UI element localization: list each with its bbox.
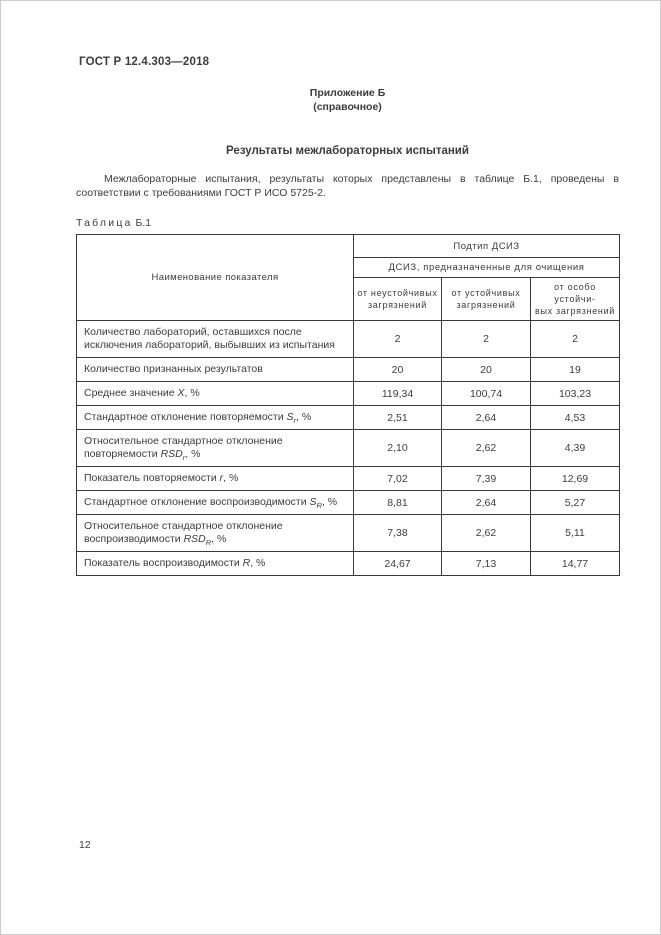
- doc-code: ГОСТ Р 12.4.303—2018: [79, 56, 210, 68]
- row-value: 20: [441, 357, 531, 382]
- row-label: Количество лабораторий, оставшихся после…: [76, 320, 354, 358]
- table-row: Количество лабораторий, оставшихся после…: [76, 320, 621, 358]
- row-value: 14,77: [529, 551, 621, 576]
- page-number: 12: [79, 839, 91, 851]
- group-header: Подтип ДСИЗ: [352, 234, 621, 258]
- row-value: 19: [529, 357, 621, 382]
- row-label: Стандартное отклонение воспроизводимости…: [76, 490, 354, 515]
- row-label: Показатель воспроизводимости R, %: [76, 551, 354, 576]
- row-value: 7,02: [353, 466, 442, 491]
- results-table: Наименование показателя Подтип ДСИЗ ДСИЗ…: [76, 234, 621, 576]
- row-label: Стандартное отклонение повторяемости Sr,…: [76, 405, 354, 430]
- appendix-block: Приложение Б (справочное): [76, 86, 619, 114]
- row-value: 100,74: [441, 381, 531, 406]
- row-value: 2,62: [441, 514, 531, 552]
- row-label: Показатель повторяемости r, %: [76, 466, 354, 491]
- column-header-extra-stable: от особо устойчи- вых загрязнений: [529, 277, 621, 321]
- column-header-unstable: от неустойчивых загрязнений: [353, 277, 442, 321]
- table-row: Стандартное отклонение воспроизводимости…: [76, 490, 621, 515]
- row-value: 20: [353, 357, 442, 382]
- row-label: Относительное стандартное отклонение пов…: [76, 429, 354, 467]
- row-value: 4,53: [529, 405, 621, 430]
- row-value: 2: [353, 320, 442, 358]
- row-value: 2,62: [441, 429, 531, 467]
- table-row: Относительное стандартное отклонение вос…: [76, 514, 621, 552]
- section-title: Результаты межлабораторных испытаний: [226, 145, 469, 157]
- table-caption-word: Таблица: [76, 217, 133, 229]
- subgroup-header: ДСИЗ, предназначенные для очищения: [352, 257, 621, 278]
- table-row: Показатель воспроизводимости R, % 24,67 …: [76, 551, 621, 576]
- column-header-stable: от устойчивых загрязнений: [441, 277, 531, 321]
- appendix-subtitle: (справочное): [313, 101, 382, 113]
- header-row-columns: от неустойчивых загрязнений от устойчивы…: [77, 277, 621, 321]
- row-value: 7,39: [441, 466, 531, 491]
- table-row: Показатель повторяемости r, % 7,02 7,39 …: [76, 466, 621, 491]
- page-content: ГОСТ Р 12.4.303—2018 Приложение Б (справ…: [76, 56, 621, 576]
- row-value: 2: [441, 320, 531, 358]
- row-label: Среднее значение X, %: [76, 381, 354, 406]
- header-row-group: Наименование показателя Подтип ДСИЗ: [76, 234, 621, 321]
- row-value: 5,11: [529, 514, 621, 552]
- table-row: Среднее значение X, % 119,34 100,74 103,…: [76, 381, 621, 406]
- appendix-title: Приложение Б: [309, 87, 386, 99]
- row-value: 2,64: [441, 490, 531, 515]
- row-value: 7,13: [441, 551, 531, 576]
- row-value: 2: [529, 320, 621, 358]
- row-value: 7,38: [353, 514, 442, 552]
- table-row: Стандартное отклонение повторяемости Sr,…: [76, 405, 621, 430]
- table-caption-number: Б.1: [135, 217, 152, 229]
- table-row: Относительное стандартное отклонение пов…: [76, 429, 621, 467]
- row-value: 12,69: [529, 466, 621, 491]
- row-value: 2,64: [441, 405, 531, 430]
- table-row: Количество признанных результатов 20 20 …: [76, 357, 621, 382]
- column-header-name: Наименование показателя: [76, 234, 354, 321]
- row-value: 5,27: [529, 490, 621, 515]
- intro-paragraph: Межлабораторные испытания, результаты ко…: [76, 173, 619, 199]
- row-value: 4,39: [529, 429, 621, 467]
- row-value: 24,67: [353, 551, 442, 576]
- row-label: Относительное стандартное отклонение вос…: [76, 514, 354, 552]
- row-value: 8,81: [353, 490, 442, 515]
- row-value: 2,51: [353, 405, 442, 430]
- table-caption: Таблица Б.1: [76, 217, 619, 229]
- row-label: Количество признанных результатов: [76, 357, 354, 382]
- row-value: 103,23: [529, 381, 621, 406]
- row-value: 2,10: [353, 429, 442, 467]
- row-value: 119,34: [353, 381, 442, 406]
